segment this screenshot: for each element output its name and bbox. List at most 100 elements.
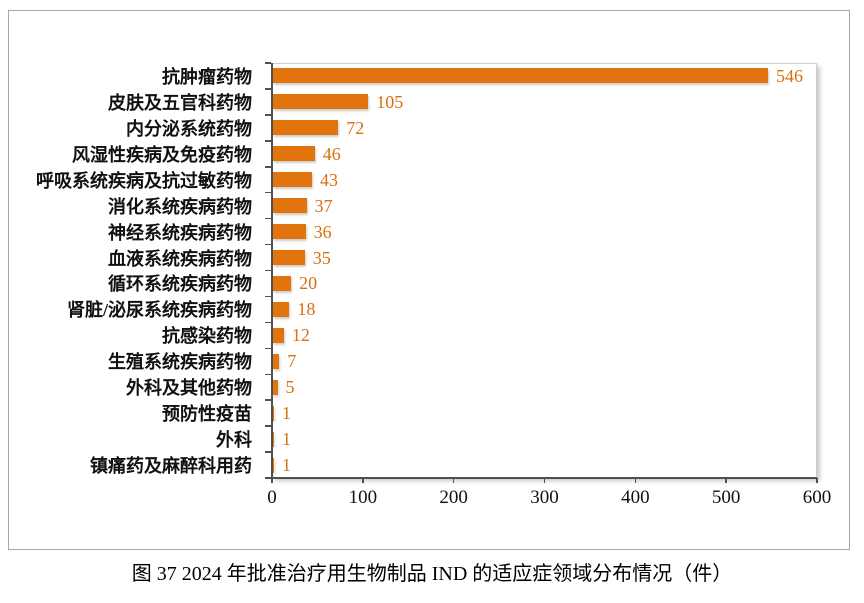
bar-row: 36 bbox=[273, 219, 817, 245]
category-label: 抗感染药物 bbox=[162, 326, 252, 347]
category-tick bbox=[265, 451, 271, 453]
value-tick-label: 0 bbox=[267, 487, 277, 508]
bar bbox=[273, 457, 274, 473]
bar-row: 105 bbox=[273, 89, 817, 115]
bar-row: 1 bbox=[273, 452, 817, 478]
bar bbox=[273, 224, 306, 240]
value-axis-labels: 0 100 200 300 400 500 600 bbox=[267, 487, 831, 510]
category-label: 血液系统疾病药物 bbox=[108, 248, 252, 269]
bar-value-label: 18 bbox=[297, 299, 316, 320]
category-tick bbox=[265, 399, 271, 401]
bar bbox=[273, 94, 369, 110]
value-tick bbox=[725, 478, 727, 483]
category-labels: 抗肿瘤药物 皮肤及五官科药物 内分泌系统药物 风湿性疾病及免疫药物 呼吸系统疾病及抗过敏… bbox=[0, 63, 262, 478]
value-tick bbox=[452, 478, 455, 483]
bar-row: 46 bbox=[273, 141, 817, 167]
value-tick bbox=[362, 478, 364, 483]
bar-row: 1 bbox=[273, 426, 817, 452]
value-tick bbox=[543, 478, 546, 483]
category-axis-line bbox=[271, 63, 273, 478]
category-tick bbox=[265, 243, 271, 246]
value-axis-ticks bbox=[271, 478, 818, 483]
bar-value-label: 546 bbox=[776, 65, 804, 86]
category-tick bbox=[265, 373, 271, 375]
category-label: 皮肤及五官科药物 bbox=[108, 92, 252, 113]
bar-value-label: 72 bbox=[346, 117, 365, 138]
bar-value-label: 1 bbox=[282, 403, 291, 424]
category-label: 外科 bbox=[216, 430, 252, 451]
bar bbox=[273, 405, 274, 421]
value-tick-label: 400 bbox=[621, 487, 650, 508]
bar bbox=[273, 250, 305, 266]
bar-value-label: 20 bbox=[299, 273, 318, 294]
category-tick bbox=[265, 295, 271, 298]
bar-value-label: 46 bbox=[322, 143, 341, 164]
bar bbox=[273, 198, 307, 214]
category-tick bbox=[265, 347, 271, 350]
bar-row: 546 bbox=[273, 63, 817, 89]
category-tick bbox=[265, 269, 271, 272]
figure-caption: 图 37 2024 年批准治疗用生物制品 IND 的适应症领域分布情况（件） bbox=[131, 563, 733, 585]
category-tick bbox=[265, 191, 271, 194]
bar-row: 7 bbox=[273, 348, 817, 374]
category-tick bbox=[265, 166, 271, 168]
bar-value-label: 1 bbox=[282, 429, 291, 450]
category-label: 镇痛药及麻醉科用药 bbox=[90, 456, 252, 477]
bar bbox=[273, 353, 280, 369]
category-label: 循环系统疾病药物 bbox=[108, 274, 252, 295]
bar bbox=[273, 120, 339, 136]
bar-row: 1 bbox=[273, 400, 817, 426]
category-label: 神经系统疾病药物 bbox=[108, 222, 252, 243]
bar-value-label: 105 bbox=[376, 91, 404, 112]
bar-row: 35 bbox=[273, 245, 817, 271]
bar-value-label: 12 bbox=[291, 325, 310, 346]
value-tick bbox=[816, 478, 818, 483]
bar-row: 37 bbox=[273, 193, 817, 219]
plot-area bbox=[272, 63, 817, 478]
bar-row: 72 bbox=[273, 115, 817, 141]
bar bbox=[273, 68, 769, 84]
value-tick-label: 300 bbox=[530, 487, 559, 508]
value-tick-label: 200 bbox=[439, 487, 468, 508]
bar-value-label: 35 bbox=[312, 247, 331, 268]
category-tick bbox=[265, 114, 271, 116]
category-label: 消化系统疾病药物 bbox=[108, 196, 252, 217]
bar-value-label: 37 bbox=[314, 195, 333, 216]
category-label: 预防性疫苗 bbox=[162, 404, 252, 425]
bar-row: 43 bbox=[273, 167, 817, 193]
category-tick bbox=[265, 88, 271, 90]
bar-row: 5 bbox=[273, 374, 817, 400]
bar-value-label: 5 bbox=[285, 377, 295, 398]
bar bbox=[273, 431, 274, 447]
bar bbox=[273, 301, 290, 317]
bar bbox=[273, 379, 278, 395]
value-tick-label: 100 bbox=[348, 487, 378, 508]
value-axis-line bbox=[271, 477, 817, 479]
category-tick bbox=[265, 477, 271, 479]
bars-layer: 546 105 72 46 43 37 36 35 20 18 12 7 5 1 1 1 bbox=[273, 63, 817, 478]
bar bbox=[273, 327, 284, 343]
category-label: 肾脏/泌尿系统疾病药物 bbox=[67, 300, 252, 321]
category-axis-ticks bbox=[265, 62, 271, 479]
value-tick-label: 600 bbox=[802, 487, 832, 508]
category-label: 呼吸系统疾病及抗过敏药物 bbox=[36, 170, 252, 191]
bar-row: 18 bbox=[273, 296, 817, 322]
bar-value-label: 43 bbox=[319, 169, 338, 190]
category-label: 内分泌系统药物 bbox=[126, 118, 252, 139]
bar-value-label: 7 bbox=[287, 351, 297, 372]
category-tick bbox=[265, 62, 271, 64]
category-tick bbox=[265, 321, 271, 324]
category-label: 生殖系统疾病药物 bbox=[108, 352, 252, 373]
value-tick bbox=[271, 478, 273, 483]
category-tick bbox=[265, 140, 271, 142]
category-tick bbox=[265, 425, 271, 427]
bar bbox=[273, 146, 315, 162]
category-label: 抗肿瘤药物 bbox=[162, 66, 252, 87]
value-tick bbox=[634, 478, 637, 483]
bar-value-label: 36 bbox=[313, 221, 332, 242]
value-tick-label: 500 bbox=[711, 487, 741, 508]
category-label: 外科及其他药物 bbox=[126, 378, 252, 399]
bar-value-label: 1 bbox=[282, 455, 291, 476]
bar-row: 20 bbox=[273, 271, 817, 297]
